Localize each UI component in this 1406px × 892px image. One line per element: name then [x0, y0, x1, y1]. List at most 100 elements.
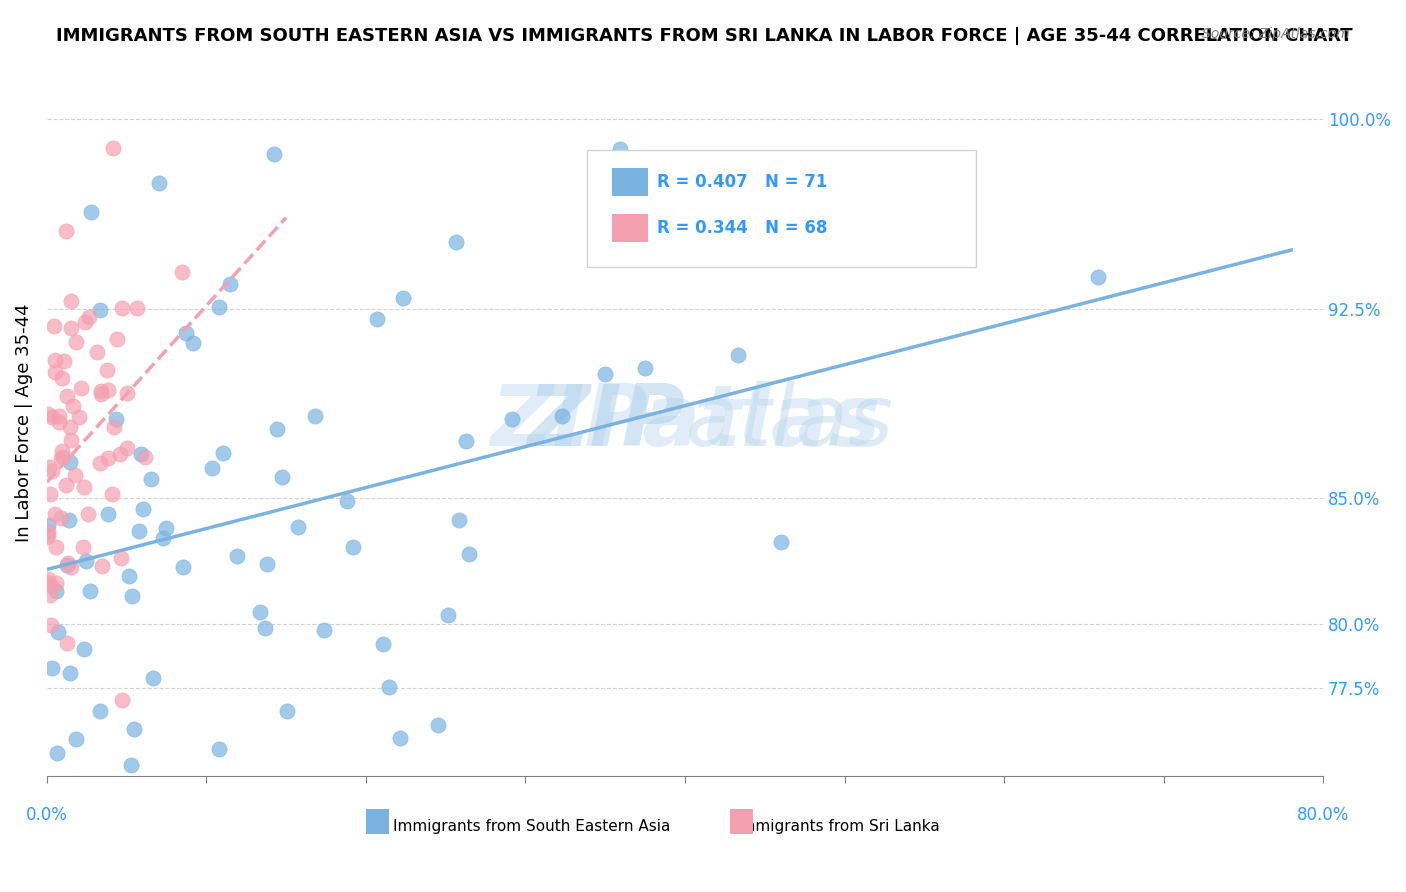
Point — [73, 315, 96, 329]
Point — [65, 732, 87, 747]
Point — [378, 680, 401, 694]
Point — [115, 385, 138, 400]
Point — [51, 443, 73, 458]
Point — [55, 558, 77, 573]
FancyBboxPatch shape — [366, 809, 389, 834]
Text: Source: ZipAtlas.com: Source: ZipAtlas.com — [1202, 27, 1350, 41]
Point — [103, 419, 125, 434]
Point — [44, 365, 66, 379]
Point — [65, 334, 87, 349]
Point — [256, 558, 278, 572]
Point — [139, 472, 162, 486]
FancyBboxPatch shape — [730, 809, 752, 834]
Point — [336, 494, 359, 508]
Point — [125, 301, 148, 315]
Point — [253, 621, 276, 635]
Point — [388, 731, 411, 745]
Point — [427, 718, 450, 732]
Point — [142, 671, 165, 685]
Point — [73, 480, 96, 494]
Point — [266, 422, 288, 436]
Point — [37, 576, 59, 591]
Text: Immigrants from Sri Lanka: Immigrants from Sri Lanka — [737, 819, 941, 833]
Point — [551, 409, 574, 423]
Point — [446, 235, 468, 249]
Point — [63, 468, 86, 483]
FancyBboxPatch shape — [612, 168, 648, 196]
Point — [391, 291, 413, 305]
Point — [60, 293, 83, 308]
Point — [48, 416, 70, 430]
Point — [45, 746, 67, 760]
Point — [60, 560, 83, 574]
Point — [181, 335, 204, 350]
Point — [49, 511, 72, 525]
Point — [447, 513, 470, 527]
Point — [172, 559, 194, 574]
Point — [342, 540, 364, 554]
Point — [91, 558, 114, 573]
Point — [37, 518, 59, 533]
Point — [67, 409, 90, 424]
Point — [1087, 269, 1109, 284]
Point — [89, 456, 111, 470]
Text: R = 0.407   N = 71: R = 0.407 N = 71 — [657, 173, 827, 191]
Point — [609, 143, 631, 157]
Point — [59, 321, 82, 335]
Point — [101, 487, 124, 501]
Point — [90, 384, 112, 399]
Point — [134, 450, 156, 465]
Point — [41, 661, 63, 675]
Text: ZIP: ZIP — [527, 381, 685, 464]
Point — [501, 412, 523, 426]
Point — [44, 508, 66, 522]
Point — [111, 301, 134, 315]
Point — [132, 502, 155, 516]
Point — [37, 407, 59, 421]
Point — [152, 531, 174, 545]
Point — [105, 412, 128, 426]
Point — [75, 554, 97, 568]
Text: 0.0%: 0.0% — [25, 806, 67, 824]
Point — [148, 176, 170, 190]
Point — [287, 520, 309, 534]
Point — [249, 605, 271, 619]
Text: 80.0%: 80.0% — [1296, 806, 1350, 824]
Point — [39, 487, 62, 501]
Point — [86, 345, 108, 359]
Point — [436, 607, 458, 622]
Point — [90, 387, 112, 401]
Point — [37, 530, 59, 544]
Point — [727, 348, 749, 362]
Point — [115, 441, 138, 455]
Point — [72, 642, 94, 657]
Point — [312, 623, 335, 637]
Point — [170, 265, 193, 279]
Point — [41, 464, 63, 478]
Point — [58, 665, 80, 680]
Point — [37, 528, 59, 542]
Point — [45, 541, 67, 555]
Point — [45, 584, 67, 599]
Point — [304, 409, 326, 424]
Point — [120, 757, 142, 772]
Point — [271, 470, 294, 484]
Y-axis label: In Labor Force | Age 35-44: In Labor Force | Age 35-44 — [15, 303, 32, 541]
Point — [48, 625, 70, 640]
Point — [97, 507, 120, 521]
Point — [56, 636, 79, 650]
Point — [108, 447, 131, 461]
Point — [155, 521, 177, 535]
Point — [97, 384, 120, 398]
Point — [70, 381, 93, 395]
Point — [366, 312, 388, 326]
Point — [80, 205, 103, 219]
Point — [39, 617, 62, 632]
Point — [101, 141, 124, 155]
Point — [37, 524, 59, 538]
Point — [49, 450, 72, 465]
Point — [97, 451, 120, 466]
Point — [121, 589, 143, 603]
Point — [212, 446, 235, 460]
Point — [44, 318, 66, 333]
